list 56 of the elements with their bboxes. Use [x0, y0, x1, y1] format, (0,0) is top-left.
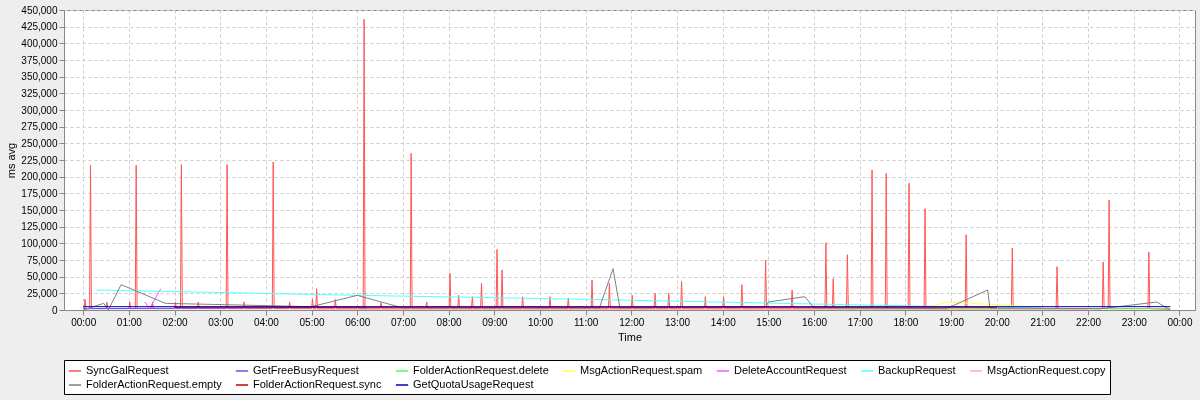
legend-label: FolderActionRequest.sync — [253, 378, 382, 390]
x-tick-label: 11:00 — [574, 316, 599, 328]
x-tick-label: 15:00 — [756, 316, 782, 328]
y-tick-label: 250,000 — [21, 137, 58, 149]
legend-label: DeleteAccountRequest — [734, 364, 847, 376]
y-tick-label: 125,000 — [21, 221, 58, 233]
x-tick-label: 20:00 — [984, 316, 1011, 328]
y-tick-label: 175,000 — [21, 187, 58, 199]
y-axis-title: ms avg — [5, 142, 18, 179]
x-tick-label: 05:00 — [299, 316, 326, 328]
y-tick-label: 275,000 — [21, 121, 58, 133]
x-tick-label: 19:00 — [939, 316, 965, 328]
x-tick-label: 12:00 — [619, 316, 645, 328]
y-tick-label: 425,000 — [21, 21, 58, 33]
y-tick-label: 350,000 — [21, 71, 58, 83]
legend-label: FolderActionRequest.delete — [413, 364, 549, 376]
y-tick-label: 75,000 — [26, 254, 58, 266]
y-tick-label: 400,000 — [21, 37, 58, 49]
x-tick-label: 02:00 — [162, 316, 188, 328]
x-tick-label: 14:00 — [710, 316, 737, 328]
x-tick-label: 16:00 — [802, 316, 828, 328]
x-tick-label: 22:00 — [1076, 316, 1102, 328]
y-tick-label: 50,000 — [26, 271, 58, 283]
x-tick-label: 10:00 — [527, 316, 554, 328]
legend-label: SyncGalRequest — [86, 364, 169, 376]
x-tick-label: 07:00 — [390, 316, 417, 328]
y-tick-label: 375,000 — [21, 54, 58, 66]
y-tick-label: 100,000 — [21, 237, 58, 249]
y-tick-label: 325,000 — [21, 87, 58, 99]
x-tick-label: 03:00 — [208, 316, 234, 328]
x-tick-label: 00:00 — [1167, 316, 1193, 328]
x-tick-label: 06:00 — [345, 316, 371, 328]
x-tick-label: 00:00 — [71, 316, 97, 328]
y-tick-label: 150,000 — [21, 204, 58, 216]
legend-label: GetQuotaUsageRequest — [413, 378, 534, 390]
x-axis-title: Time — [617, 330, 643, 343]
x-tick-label: 17:00 — [847, 316, 874, 328]
legend-label: BackupRequest — [878, 364, 956, 376]
y-tick-label: 25,000 — [26, 287, 58, 299]
x-tick-label: 04:00 — [253, 316, 280, 328]
legend-label: MsgActionRequest.copy — [987, 364, 1107, 376]
x-tick-label: 18:00 — [893, 316, 919, 328]
y-tick-label: 0 — [51, 304, 58, 316]
x-tick-label: 01:00 — [116, 316, 143, 328]
x-tick-label: 23:00 — [1121, 316, 1148, 328]
x-tick-label: 13:00 — [664, 316, 691, 328]
legend-label: FolderActionRequest.empty — [86, 378, 223, 390]
y-tick-label: 300,000 — [21, 104, 58, 116]
y-tick-label: 200,000 — [21, 171, 58, 183]
legend-label: GetFreeBusyRequest — [253, 364, 359, 376]
x-tick-label: 08:00 — [436, 316, 463, 328]
y-tick-label: 225,000 — [21, 154, 58, 166]
legend-label: MsgActionRequest.spam — [580, 364, 703, 376]
x-tick-label: 21:00 — [1030, 316, 1056, 328]
y-tick-label: 450,000 — [21, 4, 58, 16]
x-tick-label: 09:00 — [482, 316, 508, 328]
